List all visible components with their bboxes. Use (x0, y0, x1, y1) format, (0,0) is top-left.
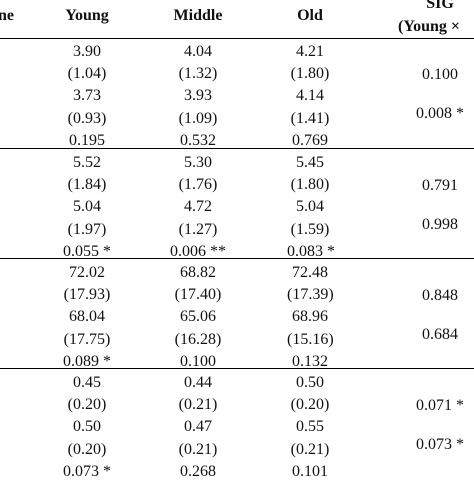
young-cell: 0.195 (69, 131, 105, 149)
young-cell: (0.20) (67, 440, 107, 458)
old-cell: 5.45 (296, 154, 324, 171)
middle-cell: 0.268 (180, 462, 216, 480)
sig-cell: 0.071 * (416, 397, 464, 414)
young-cell: 68.04 (69, 308, 105, 326)
old-cell: 0.769 (292, 131, 328, 149)
old-cell: 0.083 * (287, 242, 335, 260)
young-cell: (17.93) (63, 286, 111, 304)
young-cell: 0.50 (73, 418, 101, 436)
young-cell: 3.90 (73, 43, 101, 60)
middle-cell: (16.28) (174, 330, 222, 348)
middle-cell: 3.93 (184, 87, 212, 105)
old-cell: 4.14 (296, 87, 324, 105)
young-cell: 5.52 (73, 154, 101, 171)
sig-cell: 0.791 (422, 177, 458, 194)
sig-cell: 0.073 * (416, 436, 464, 453)
old-cell: 0.50 (296, 374, 324, 391)
old-cell: (0.20) (290, 396, 330, 414)
young-cell: (0.20) (67, 396, 107, 414)
young-cell: (1.84) (67, 176, 107, 194)
middle-cell: 4.72 (184, 198, 212, 216)
middle-cell: (1.27) (178, 220, 218, 238)
middle-cell: (17.40) (174, 286, 222, 304)
middle-cell: 0.532 (180, 131, 216, 149)
old-cell: (1.59) (290, 220, 330, 238)
middle-cell: (1.09) (178, 109, 218, 127)
old-cell: 5.04 (296, 198, 324, 216)
old-cell: (17.39) (287, 286, 334, 304)
young-column-header: Young (65, 7, 109, 24)
middle-cell: (0.21) (178, 440, 218, 458)
old-cell: 0.101 (292, 462, 328, 480)
old-cell: (1.80) (290, 176, 330, 194)
sig-cell: 0.998 (422, 216, 458, 233)
young-cell: 0.073 * (63, 462, 111, 480)
middle-cell: 0.44 (184, 374, 212, 391)
old-cell: (15.16) (287, 330, 334, 348)
sig-cell: 0.100 (422, 66, 458, 83)
young-cell: (17.75) (63, 330, 111, 348)
outcome-column-header: ne (0, 7, 14, 24)
young-cell: 3.73 (73, 87, 101, 105)
block-separator (0, 148, 474, 149)
old-cell: 68.96 (292, 308, 328, 326)
sig-column-subheader: (Young × (398, 18, 461, 35)
young-cell: 72.02 (69, 264, 105, 281)
middle-cell: 68.82 (180, 264, 216, 281)
young-cell: (1.04) (67, 65, 107, 83)
young-cell: 0.089 * (63, 352, 111, 370)
middle-cell: 5.30 (184, 154, 212, 171)
young-cell: (1.97) (67, 220, 107, 238)
sig-cell: 0.008 * (416, 105, 464, 122)
old-cell: 72.48 (292, 264, 328, 281)
block-separator (0, 368, 474, 369)
header-rule (0, 38, 474, 39)
middle-cell: (0.21) (178, 396, 218, 414)
young-cell: 0.055 * (63, 242, 111, 260)
middle-column-header: Middle (173, 7, 223, 24)
old-column-header: Old (297, 7, 323, 24)
young-cell: (0.93) (67, 109, 107, 127)
young-cell: 0.45 (73, 374, 101, 391)
block-separator (0, 258, 474, 259)
middle-cell: 0.006 ** (170, 242, 226, 260)
old-cell: 0.132 (292, 352, 328, 370)
old-cell: (1.80) (290, 65, 330, 83)
sig-column-header: SIG (426, 0, 454, 12)
middle-cell: 65.06 (180, 308, 216, 326)
old-cell: (0.21) (290, 440, 330, 458)
middle-cell: 0.100 (180, 352, 216, 370)
old-cell: 4.21 (296, 43, 324, 60)
young-cell: 5.04 (73, 198, 101, 216)
middle-cell: 4.04 (184, 43, 212, 60)
sig-cell: 0.848 (422, 287, 458, 304)
middle-cell: (1.32) (178, 65, 218, 83)
middle-cell: 0.47 (184, 418, 212, 436)
old-cell: 0.55 (296, 418, 324, 436)
old-cell: (1.41) (290, 109, 330, 127)
middle-cell: (1.76) (178, 176, 218, 194)
sig-cell: 0.684 (422, 326, 458, 343)
